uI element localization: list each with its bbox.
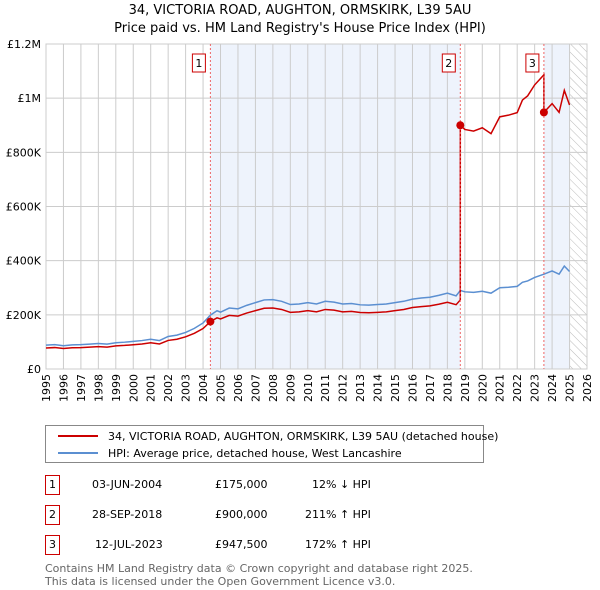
sale-label: 1 [195,57,202,70]
sale-point [539,108,548,117]
x-tick-label: 1997 [75,374,88,402]
y-tick-label: £1M [18,92,42,105]
x-tick-label: 1999 [110,374,123,402]
x-tick-label: 2016 [406,374,419,402]
plot-frame [45,43,588,370]
sale-date: 28-SEP-2018 [92,508,163,521]
sale-price: £947,500 [215,538,268,551]
x-tick-label: 1996 [57,374,70,402]
x-tick-label: 2021 [494,374,507,402]
chart-title: 34, VICTORIA ROAD, AUGHTON, ORMSKIRK, L3… [128,3,472,18]
sale-label-box [191,53,206,73]
legend-label: 34, VICTORIA ROAD, AUGHTON, ORMSKIRK, L3… [108,429,499,443]
x-tick-label: 2005 [215,374,228,402]
x-tick-label: 2000 [127,374,140,402]
x-tick-label: 1995 [40,374,53,402]
x-tick-label: 2023 [529,374,542,402]
sale-row: 1 03-JUN-2004 £175,000 12% ↓ HPI [45,475,465,495]
y-tick-label: £800K [6,146,42,159]
x-tick-label: 2002 [162,374,175,402]
x-tick-label: 2026 [581,374,594,402]
sale-price: £900,000 [215,508,268,521]
sale-label: 3 [529,57,536,70]
x-tick-label: 2017 [424,374,437,402]
x-tick-label: 2001 [145,374,158,402]
y-tick-label: £200K [6,309,42,322]
hpi-line [45,264,571,347]
chart-subtitle: Price paid vs. HM Land Registry's House … [114,21,486,36]
x-tick-label: 1998 [92,374,105,402]
legend-item-price: 34, VICTORIA ROAD, AUGHTON, ORMSKIRK, L3… [58,428,498,444]
sale-number: 2 [45,505,60,525]
x-tick-label: 2010 [302,374,315,402]
sale-hpi-diff: 172% ↑ HPI [305,538,371,551]
y-tick-label: £1.2M [7,38,41,51]
sale-price: £175,000 [215,478,268,491]
sale-date: 12-JUL-2023 [95,538,163,551]
y-tick-label: £0 [27,363,41,376]
x-tick-label: 2022 [511,374,524,402]
sale-row: 3 12-JUL-2023 £947,500 172% ↑ HPI [45,535,465,555]
x-tick-label: 2008 [267,374,280,402]
x-tick-label: 2014 [372,374,385,402]
legend-swatch [58,435,98,437]
price-line [45,72,571,350]
sale-hpi-diff: 211% ↑ HPI [305,508,371,521]
footer: Contains HM Land Registry data © Crown c… [45,562,473,588]
sale-point [206,317,215,326]
legend-swatch [58,452,98,454]
sale-number: 1 [45,475,60,495]
x-tick-label: 2015 [389,374,402,402]
sale-label-box [441,53,456,73]
x-tick-label: 2009 [284,374,297,402]
y-tick-label: £600K [6,201,42,214]
price-chart: 1995 1996 1997 1998 1999 2000 2001 2002 2003 2004… [6,38,594,402]
x-tick-label: 2025 [564,374,577,402]
x-tick-label: 2004 [197,374,210,402]
y-tick-label: £400K [6,255,42,268]
sale-date: 03-JUN-2004 [92,478,163,491]
sale-label-box [525,53,540,73]
legend: 34, VICTORIA ROAD, AUGHTON, ORMSKIRK, L3… [45,425,498,463]
x-tick-label: 2018 [441,374,454,402]
sale-label: 2 [445,57,452,70]
x-tick-label: 2024 [546,374,559,402]
legend-label: HPI: Average price, detached house, West… [108,446,402,460]
sale-point [456,121,465,130]
footer-line: This data is licensed under the Open Gov… [45,575,396,588]
x-tick-label: 2003 [180,374,193,402]
sale-hpi-diff: 12% ↓ HPI [312,478,371,491]
sale-number: 3 [45,535,60,555]
x-tick-label: 2019 [459,374,472,402]
x-tick-label: 2011 [319,374,332,402]
x-tick-label: 2007 [249,374,262,402]
x-tick-label: 2020 [476,374,489,402]
legend-item-hpi: HPI: Average price, detached house, West… [58,445,402,461]
x-tick-label: 2012 [337,374,350,402]
x-tick-label: 2006 [232,374,245,402]
footer-line: Contains HM Land Registry data © Crown c… [45,562,473,575]
x-tick-label: 2013 [354,374,367,402]
sale-row: 2 28-SEP-2018 £900,000 211% ↑ HPI [45,505,465,525]
